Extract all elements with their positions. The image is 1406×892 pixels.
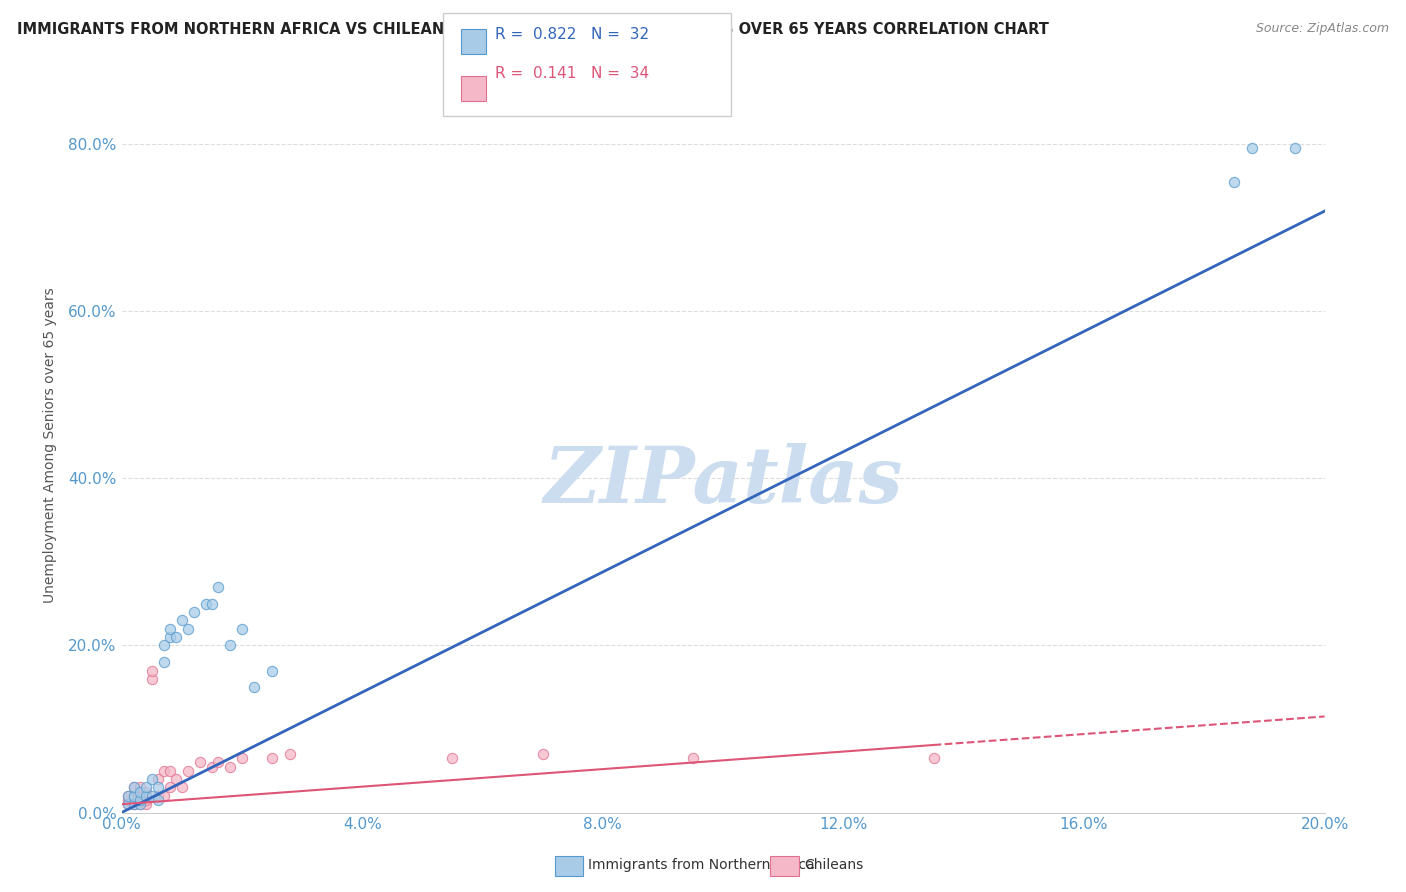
Point	[1241, 141, 1264, 155]
Point	[117, 797, 139, 812]
Point	[146, 793, 169, 807]
Point	[141, 664, 163, 678]
Point	[531, 747, 554, 761]
Point	[177, 622, 200, 636]
Point	[135, 793, 157, 807]
Point	[218, 759, 240, 773]
Point	[1223, 175, 1246, 189]
Point	[128, 785, 150, 799]
Text: Source: ZipAtlas.com: Source: ZipAtlas.com	[1256, 22, 1389, 36]
Point	[117, 793, 139, 807]
Point	[231, 622, 253, 636]
Text: Immigrants from Northern Africa: Immigrants from Northern Africa	[588, 858, 814, 872]
Point	[922, 751, 945, 765]
Point	[218, 639, 240, 653]
Point	[117, 797, 139, 812]
Point	[159, 622, 181, 636]
Text: R =  0.141   N =  34: R = 0.141 N = 34	[495, 66, 650, 81]
Point	[128, 797, 150, 812]
Point	[201, 759, 224, 773]
Point	[122, 789, 145, 803]
Point	[122, 797, 145, 812]
Point	[141, 672, 163, 686]
Point	[165, 630, 187, 644]
Point	[152, 639, 174, 653]
Point	[441, 751, 464, 765]
Point	[128, 780, 150, 795]
Point	[128, 789, 150, 803]
Text: IMMIGRANTS FROM NORTHERN AFRICA VS CHILEAN UNEMPLOYMENT AMONG SENIORS OVER 65 YE: IMMIGRANTS FROM NORTHERN AFRICA VS CHILE…	[17, 22, 1049, 37]
Point	[260, 751, 283, 765]
Point	[194, 597, 217, 611]
Point	[135, 785, 157, 799]
Point	[122, 797, 145, 812]
Point	[188, 756, 211, 770]
Point	[122, 789, 145, 803]
Point	[135, 797, 157, 812]
Point	[278, 747, 301, 761]
Point	[165, 772, 187, 786]
Point	[141, 772, 163, 786]
Point	[159, 630, 181, 644]
Point	[201, 597, 224, 611]
Point	[159, 780, 181, 795]
Point	[141, 789, 163, 803]
Point	[152, 789, 174, 803]
Point	[243, 680, 266, 694]
Point	[117, 789, 139, 803]
Point	[159, 764, 181, 778]
Text: Chileans: Chileans	[804, 858, 863, 872]
Point	[128, 793, 150, 807]
Point	[207, 580, 229, 594]
Point	[170, 780, 193, 795]
Point	[152, 764, 174, 778]
Point	[682, 751, 704, 765]
Point	[146, 789, 169, 803]
Point	[117, 789, 139, 803]
Point	[231, 751, 253, 765]
Point	[146, 772, 169, 786]
Point	[170, 614, 193, 628]
Point	[207, 756, 229, 770]
Text: ZIPatlas: ZIPatlas	[544, 443, 903, 520]
Point	[177, 764, 200, 778]
Point	[1284, 141, 1306, 155]
Point	[135, 780, 157, 795]
Point	[146, 780, 169, 795]
Y-axis label: Unemployment Among Seniors over 65 years: Unemployment Among Seniors over 65 years	[44, 287, 58, 603]
Point	[152, 655, 174, 669]
Point	[135, 789, 157, 803]
Point	[128, 797, 150, 812]
Point	[122, 780, 145, 795]
Point	[122, 780, 145, 795]
Point	[183, 605, 205, 619]
Text: R =  0.822   N =  32: R = 0.822 N = 32	[495, 27, 650, 42]
Point	[260, 664, 283, 678]
